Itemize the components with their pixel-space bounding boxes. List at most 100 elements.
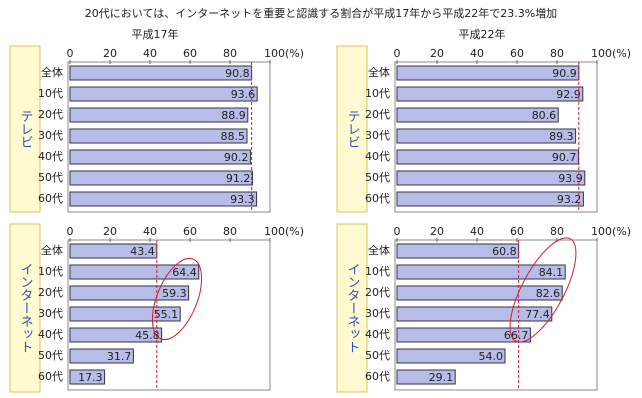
- value-label: 90.7: [552, 151, 577, 164]
- y-tick-label: 20代: [38, 108, 63, 121]
- y-tick-label: 30代: [365, 129, 390, 142]
- x-tick-label: 60: [510, 225, 524, 238]
- value-label: 55.1: [154, 308, 179, 321]
- value-label: 93.3: [230, 193, 255, 206]
- bar: [396, 170, 586, 186]
- y-tick-label: 50代: [365, 349, 390, 362]
- bar: [396, 369, 456, 385]
- value-label: 66.7: [504, 329, 529, 342]
- y-tick-label: 20代: [365, 286, 390, 299]
- bar: [69, 348, 134, 364]
- bar: [69, 107, 249, 123]
- y-tick-label: 40代: [38, 328, 63, 341]
- value-label: 84.1: [539, 266, 564, 279]
- page-title: 20代においては、インターネットを重要と認識する割合が平成17年から平成22年で…: [85, 6, 557, 20]
- y-tick-label: 50代: [38, 171, 63, 184]
- x-tick-label: 40: [470, 225, 484, 238]
- x-tick-label: 80: [223, 47, 237, 60]
- charts: 0 20 40 60 80 100(%) 全体 90.8 10代 93.6 20代 88.9 30代 88…: [38, 47, 631, 391]
- x-tick-label: 80: [550, 225, 564, 238]
- value-label: 90.8: [225, 67, 250, 80]
- value-label: 31.7: [107, 350, 132, 363]
- y-tick-label: 60代: [38, 192, 63, 205]
- row-label: インターネット: [345, 263, 360, 354]
- side-box: [336, 223, 368, 393]
- x-tick-label: 20: [430, 225, 444, 238]
- bar: [69, 369, 106, 385]
- y-tick-label: 30代: [38, 307, 63, 320]
- value-label: 64.4: [172, 266, 197, 279]
- x-tick-label: 20: [103, 225, 117, 238]
- value-label: 45.8: [135, 329, 160, 342]
- x-tick-label: 40: [470, 47, 484, 60]
- row-label: テレビ: [18, 110, 33, 149]
- y-tick-label: 30代: [38, 129, 63, 142]
- row-label: テレビ: [345, 110, 360, 149]
- y-tick-label: 20代: [365, 108, 390, 121]
- value-label: 93.9: [558, 172, 583, 185]
- x-tick-label: 60: [183, 225, 197, 238]
- x-tick-label: 60: [510, 47, 524, 60]
- value-label: 88.9: [221, 109, 246, 122]
- y-tick-label: 60代: [38, 370, 63, 383]
- value-label: 17.3: [78, 371, 103, 384]
- value-label: 88.5: [221, 130, 246, 143]
- y-tick-label: 40代: [365, 150, 390, 163]
- value-label: 82.6: [536, 287, 561, 300]
- y-tick-label: 全体: [41, 65, 63, 79]
- bar: [69, 191, 258, 207]
- x-tick-label: 100(%): [591, 225, 631, 238]
- bar: [69, 327, 163, 343]
- bar: [69, 86, 258, 102]
- highlight-ellipse: [509, 237, 577, 343]
- x-tick-label: 80: [223, 225, 237, 238]
- x-tick-label: 40: [143, 47, 157, 60]
- highlight-ellipse: [151, 257, 203, 341]
- bar: [396, 264, 566, 280]
- x-tick-label: 20: [430, 47, 444, 60]
- bar: [69, 149, 251, 165]
- x-tick-label: 0: [394, 47, 401, 60]
- value-label: 59.3: [162, 287, 187, 300]
- y-tick-label: 20代: [38, 286, 63, 299]
- y-tick-label: 40代: [365, 328, 390, 341]
- plot-frame: [394, 61, 598, 213]
- y-tick-label: 10代: [365, 87, 390, 100]
- value-label: 43.4: [130, 245, 155, 258]
- column-header: 平成17年: [132, 27, 179, 41]
- bar: [396, 86, 584, 102]
- y-tick-label: 全体: [368, 243, 390, 257]
- x-tick-label: 0: [67, 47, 74, 60]
- y-tick-label: 全体: [41, 243, 63, 257]
- value-label: 54.0: [479, 350, 504, 363]
- x-tick-label: 100(%): [264, 47, 304, 60]
- y-tick-label: 10代: [38, 265, 63, 278]
- y-tick-label: 10代: [38, 87, 63, 100]
- value-label: 80.6: [532, 109, 557, 122]
- plot-frame: [67, 61, 271, 213]
- value-label: 89.3: [549, 130, 574, 143]
- y-tick-label: 10代: [365, 265, 390, 278]
- x-tick-label: 100(%): [591, 47, 631, 60]
- value-label: 90.9: [552, 67, 577, 80]
- x-tick-label: 60: [183, 47, 197, 60]
- value-label: 60.8: [492, 245, 517, 258]
- value-label: 77.4: [525, 308, 550, 321]
- y-tick-label: 60代: [365, 192, 390, 205]
- y-tick-label: 30代: [365, 307, 390, 320]
- plot-frame: [67, 239, 271, 391]
- row-label: インターネット: [18, 263, 33, 354]
- value-label: 93.6: [231, 88, 256, 101]
- y-tick-label: 50代: [38, 349, 63, 362]
- bar: [69, 128, 248, 144]
- value-label: 90.2: [224, 151, 249, 164]
- bar: [396, 191, 584, 207]
- value-label: 93.2: [557, 193, 582, 206]
- column-header: 平成22年: [459, 27, 506, 41]
- y-tick-label: 40代: [38, 150, 63, 163]
- y-tick-label: 50代: [365, 171, 390, 184]
- bar: [396, 285, 563, 301]
- x-tick-label: 20: [103, 47, 117, 60]
- bar: [396, 327, 531, 343]
